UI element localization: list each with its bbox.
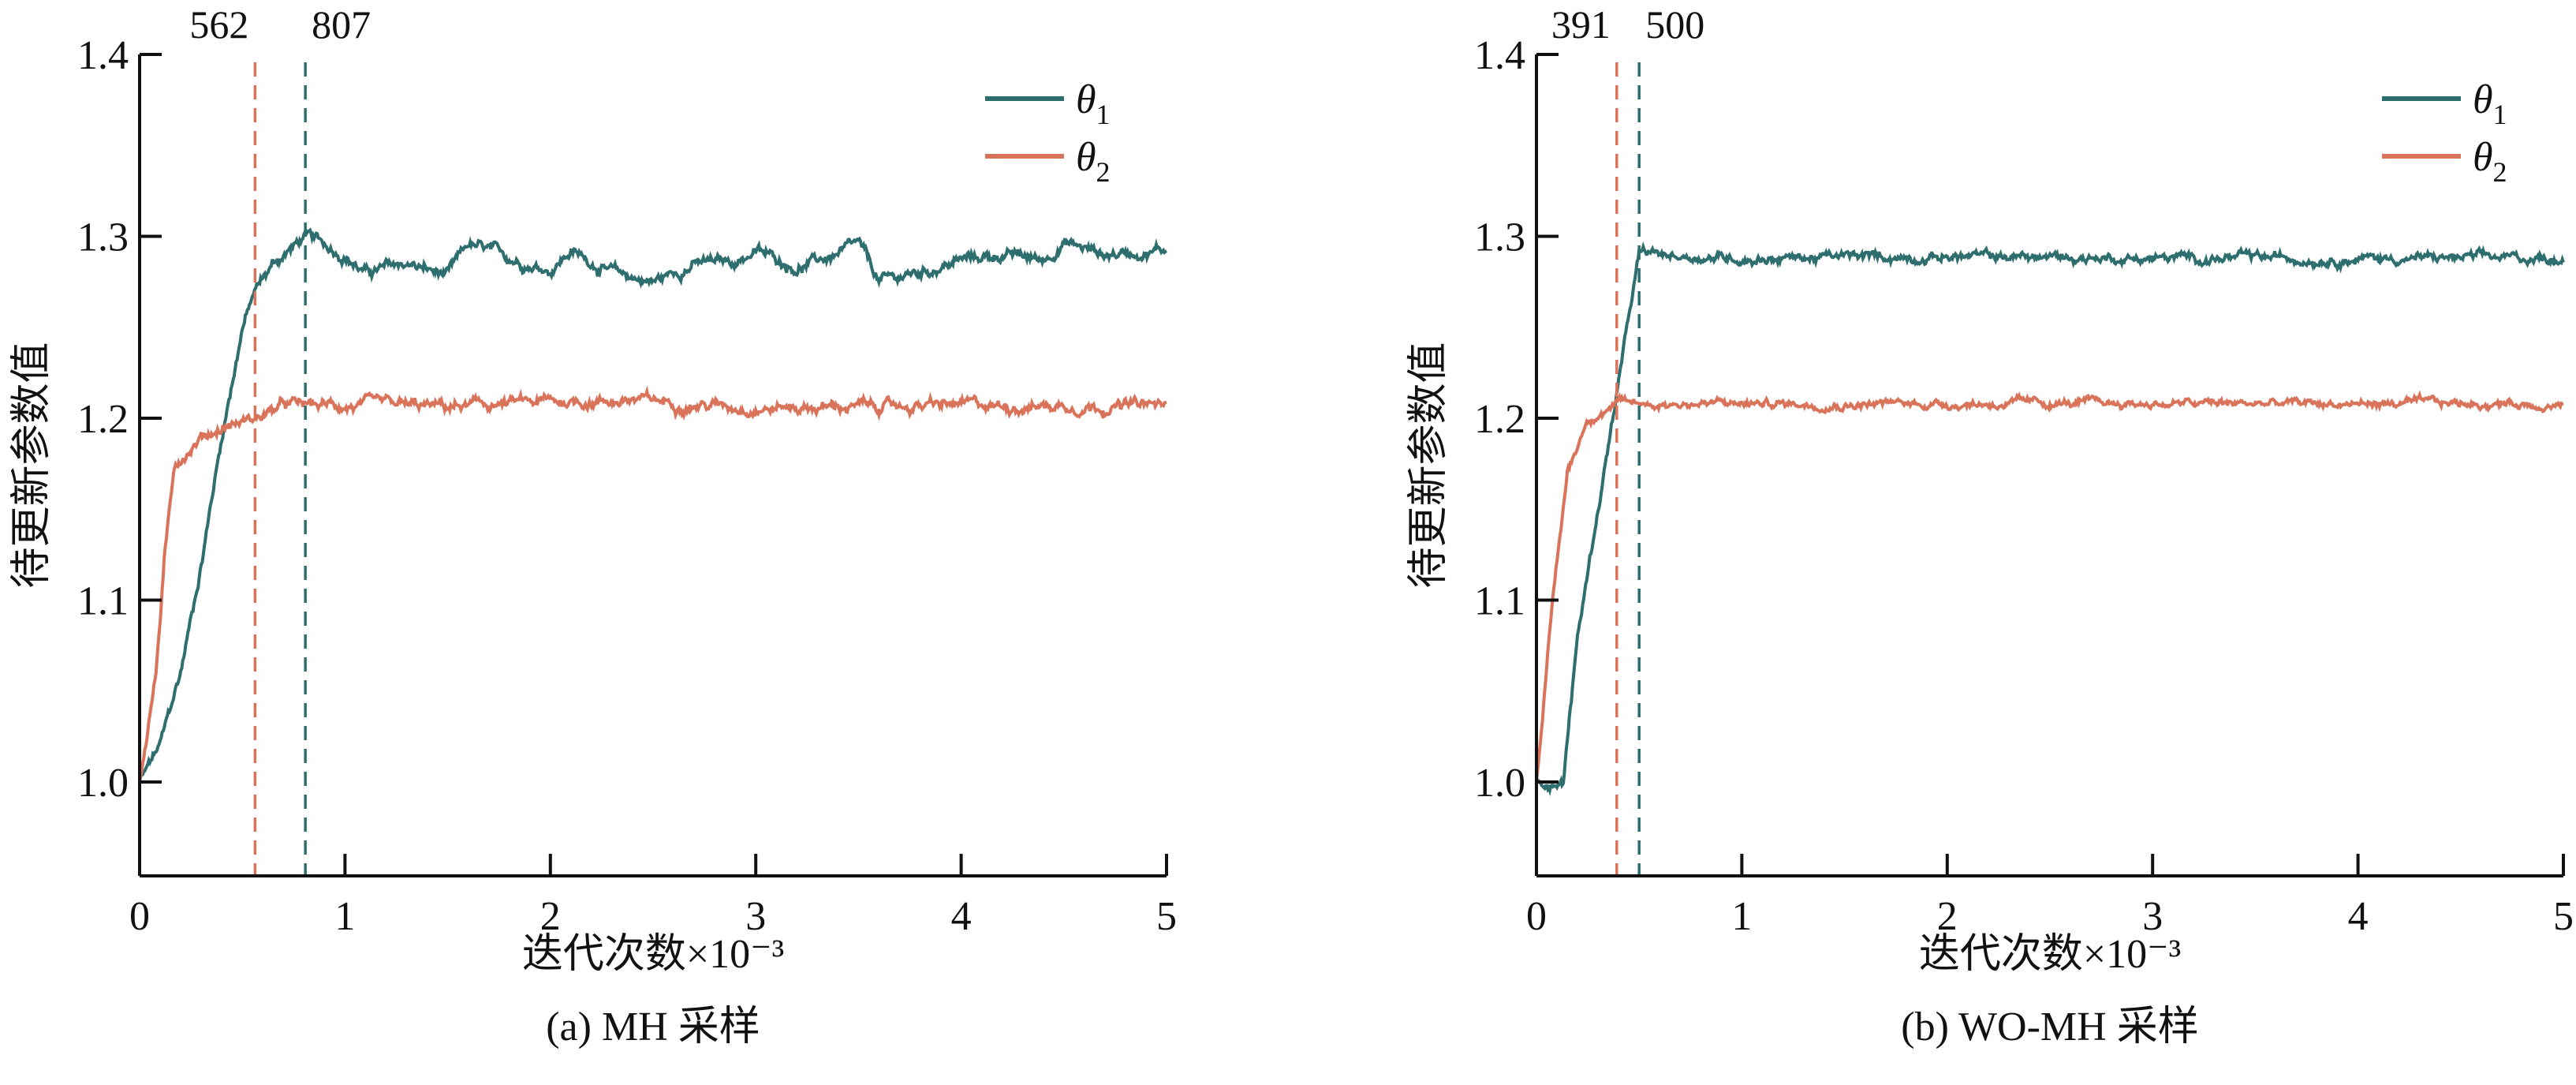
x-tick-label: 4	[951, 894, 972, 939]
figure-caption: (b) WO-MH 采样	[1901, 1005, 2198, 1049]
x-axis-label: 迭代次数×10⁻³	[522, 932, 784, 977]
y-tick-label: 1.1	[1474, 579, 1525, 624]
series-line-theta1	[1535, 241, 2565, 797]
vline-label: 500	[1645, 2, 1704, 47]
series-line-theta1	[138, 226, 1167, 783]
y-tick-label: 1.4	[77, 33, 129, 78]
y-tick-label: 1.1	[77, 579, 129, 624]
legend-label-theta1: θ1	[2473, 77, 2507, 130]
legend-label-theta2: θ2	[2473, 135, 2507, 188]
y-tick-label: 1.0	[1474, 761, 1525, 806]
x-tick-label: 1	[334, 894, 355, 939]
x-tick-label: 5	[1156, 894, 1177, 939]
x-tick-label: 3	[2142, 894, 2163, 939]
vline-label: 562	[189, 2, 248, 47]
x-tick-label: 3	[745, 894, 766, 939]
y-axis-label: 待更新参数值	[1406, 342, 1451, 588]
x-tick-label: 2	[1937, 894, 1958, 939]
legend-label-theta2: θ2	[1076, 135, 1111, 188]
series-line-theta2	[1535, 390, 2564, 783]
y-tick-label: 1.0	[77, 761, 129, 806]
series-line-theta2	[138, 385, 1167, 783]
y-tick-label: 1.3	[77, 215, 129, 260]
y-tick-label: 1.2	[77, 397, 129, 442]
x-tick-label: 0	[129, 894, 150, 939]
x-tick-label: 0	[1526, 894, 1547, 939]
vline-label: 807	[312, 2, 371, 47]
panel-b: 391 500 1.0 1.1 1.2 1.3 1.4 0 1 2 3 4 5 迭代次数×10⁻³ (b) …	[1406, 2, 2574, 1049]
figure-caption: (a) MH 采样	[546, 1005, 760, 1049]
panel-a: 562 807 1.0 1.1 1.2 1.3 1.4 0 1 2 3 4 5 迭代次数×10⁻³ (a) …	[9, 2, 1177, 1049]
x-tick-label: 4	[2348, 894, 2369, 939]
x-axis-label: 迭代次数×10⁻³	[1919, 932, 2181, 977]
x-tick-label: 5	[2553, 894, 2574, 939]
y-tick-label: 1.2	[1474, 397, 1525, 442]
y-tick-label: 1.4	[1474, 33, 1525, 78]
vline-label: 391	[1551, 2, 1611, 47]
x-tick-label: 1	[1731, 894, 1752, 939]
x-tick-label: 2	[540, 894, 561, 939]
y-tick-label: 1.3	[1474, 215, 1525, 260]
y-axis-label: 待更新参数值	[9, 342, 54, 588]
legend-label-theta1: θ1	[1076, 77, 1111, 130]
